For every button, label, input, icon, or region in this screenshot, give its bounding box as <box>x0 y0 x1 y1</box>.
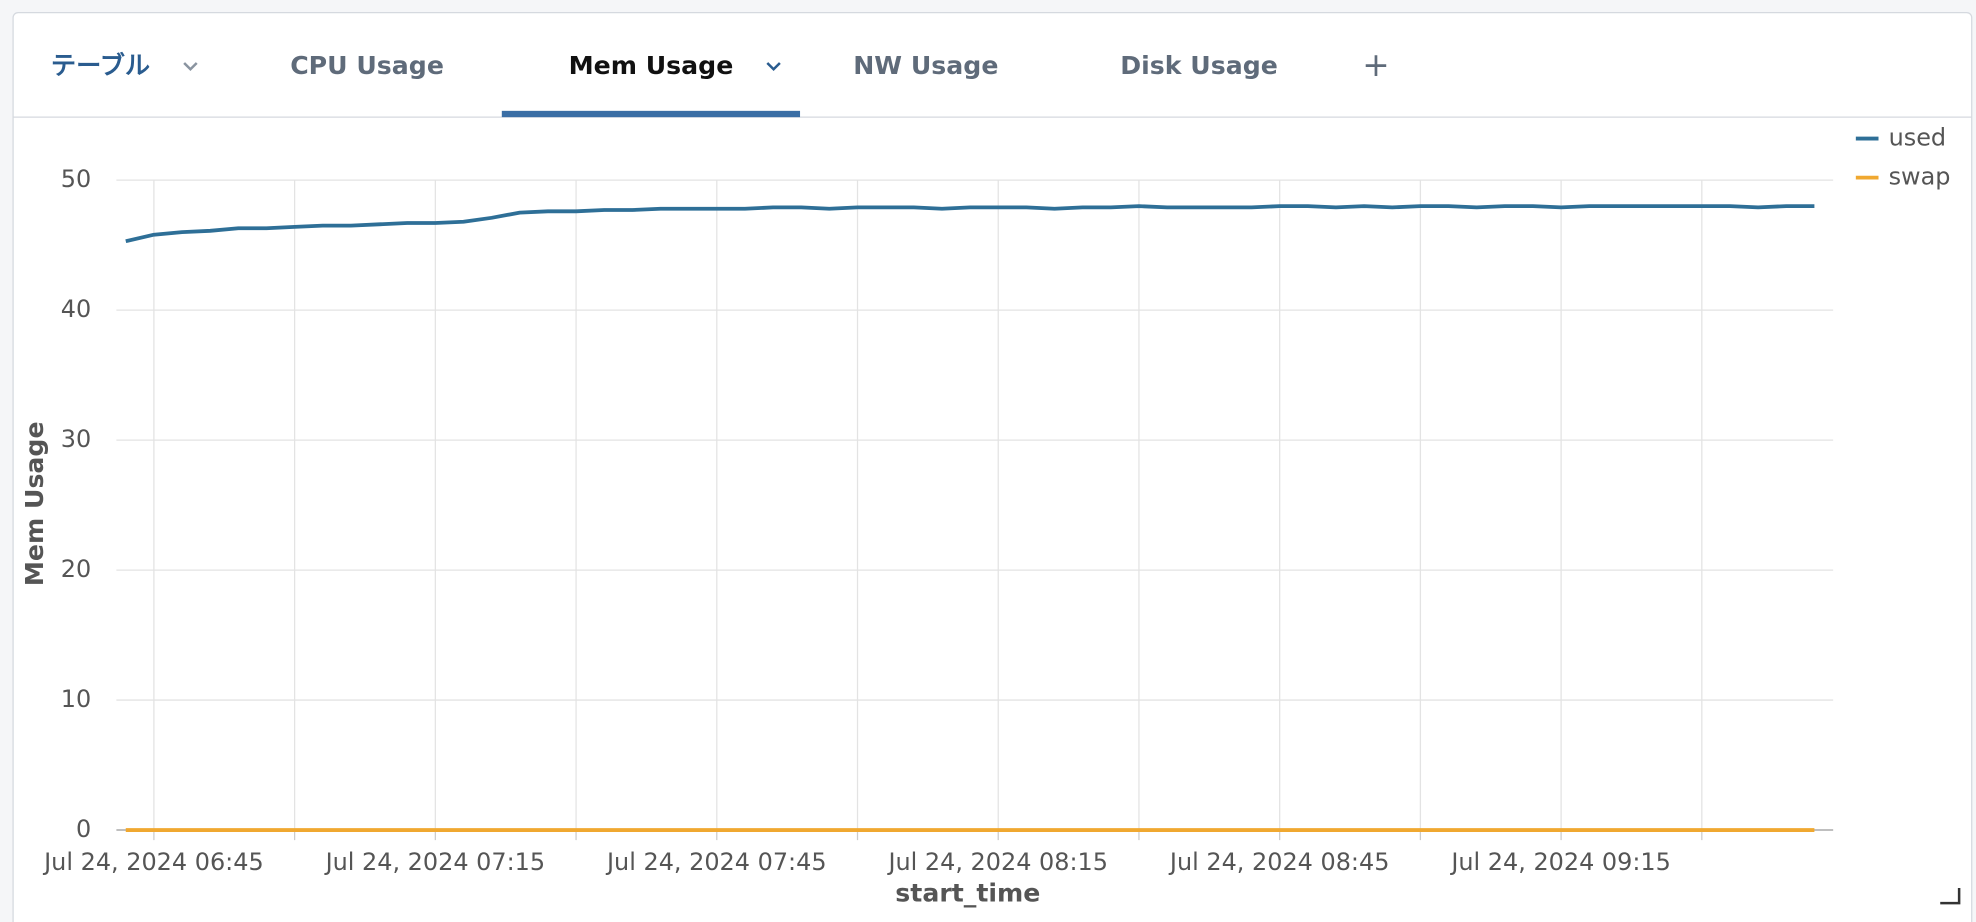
x-tick-label: Jul 24, 2024 06:45 <box>42 848 264 876</box>
legend-label[interactable]: used <box>1889 124 1947 152</box>
tab-chevron[interactable] <box>183 62 198 72</box>
x-tick-label: Jul 24, 2024 08:45 <box>1168 848 1390 876</box>
x-tick-label: Jul 24, 2024 07:45 <box>605 848 827 876</box>
tab-label[interactable]: NW Usage <box>853 51 998 80</box>
x-tick-label: Jul 24, 2024 09:15 <box>1449 848 1671 876</box>
y-tick-label: 30 <box>61 425 91 453</box>
y-tick-label: 20 <box>61 555 91 583</box>
tab-chevron[interactable] <box>766 62 781 72</box>
y-tick-label: 50 <box>61 165 91 193</box>
tab-label[interactable]: Disk Usage <box>1120 51 1278 80</box>
tab-label[interactable]: テーブル <box>51 51 150 80</box>
add-tab[interactable]: + <box>1362 46 1389 84</box>
series-line <box>125 204 1815 244</box>
y-axis-title: Mem Usage <box>20 421 49 586</box>
x-axis-title: start_time <box>895 878 1040 907</box>
panel <box>12 11 1973 922</box>
tab-underline <box>501 110 801 118</box>
tab-label[interactable]: Mem Usage <box>569 51 734 80</box>
legend-label[interactable]: swap <box>1889 163 1951 191</box>
y-tick-label: 40 <box>61 295 91 323</box>
y-tick-label: 0 <box>76 815 91 843</box>
x-tick-label: Jul 24, 2024 07:15 <box>324 848 546 876</box>
resize-handle[interactable] <box>1940 887 1961 905</box>
x-tick-label: Jul 24, 2024 08:15 <box>886 848 1108 876</box>
y-tick-label: 10 <box>61 685 91 713</box>
tab-label[interactable]: CPU Usage <box>290 51 444 80</box>
